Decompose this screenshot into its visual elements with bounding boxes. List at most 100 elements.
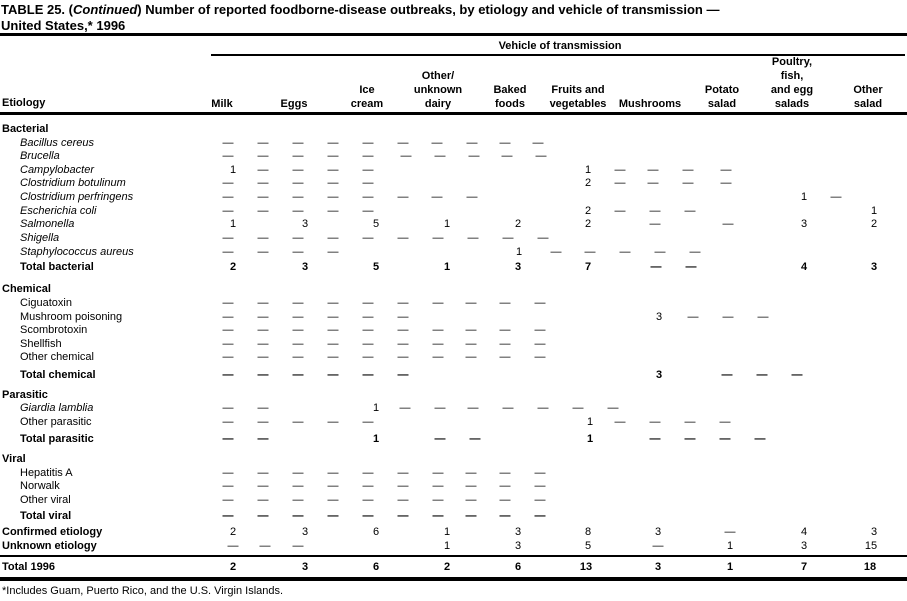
empty-cell: — [222, 480, 234, 492]
empty-cell: — [499, 297, 511, 309]
row-label: Campylobacter [20, 164, 94, 176]
empty-cell: — [722, 218, 734, 230]
value-cell: 1 [229, 218, 237, 230]
row-label: Staphylococcus aureus [20, 246, 134, 258]
empty-cell: — [687, 311, 699, 323]
value-cell: 1 [586, 416, 594, 428]
empty-cell: — [397, 467, 409, 479]
row-label: Total viral [20, 510, 72, 522]
row-label: Bacillus cereus [20, 137, 94, 149]
column-header-line: foods [495, 98, 525, 110]
empty-cell: — [397, 191, 409, 203]
empty-cell: — [434, 150, 446, 162]
empty-cell: — [468, 150, 480, 162]
value-cell: 3 [654, 526, 662, 538]
value-cell: 2 [584, 177, 592, 189]
value-cell: 6 [372, 526, 380, 538]
empty-cell: — [327, 324, 339, 336]
value-cell: 1 [372, 402, 380, 414]
row-label: Shellfish [20, 338, 62, 350]
value-cell: 3 [514, 526, 522, 538]
column-header-line: vegetables [549, 98, 607, 110]
empty-cell: — [362, 351, 374, 363]
empty-cell: — [397, 324, 409, 336]
table-row: Hepatitis A — — — — — — — — — — [0, 467, 907, 481]
value-cell: 3 [655, 369, 663, 381]
table-row: Giardia lamblia — — 1 — — — — — — — [0, 402, 907, 416]
empty-cell: — [362, 177, 374, 189]
value-cell: 4 [800, 526, 808, 538]
empty-cell: — [362, 164, 374, 176]
table-row: Brucella — — — — — — — — — — [0, 150, 907, 164]
empty-cell: — [534, 494, 546, 506]
value-cell: 2 [229, 561, 237, 573]
value-cell: 5 [584, 540, 592, 552]
empty-cell: — [292, 416, 304, 428]
empty-cell: — [649, 433, 661, 445]
empty-cell: — [720, 177, 732, 189]
title-continued: Continued [73, 2, 138, 17]
table-row: Clostridium perfringens — — — — — — — — 1 — [0, 191, 907, 205]
empty-cell: — [222, 351, 234, 363]
empty-cell: — [652, 540, 664, 552]
empty-cell: — [362, 369, 374, 381]
empty-cell: — [607, 402, 619, 414]
section-header-row: Viral [0, 453, 907, 467]
empty-cell: — [432, 494, 444, 506]
empty-cell: — [327, 177, 339, 189]
column-header-line: dairy [424, 98, 452, 110]
table-row: Shigella — — — — — — — — — — [0, 232, 907, 246]
empty-cell: — [292, 164, 304, 176]
value-cell: 3 [301, 261, 309, 273]
empty-cell: — [292, 150, 304, 162]
empty-cell: — [534, 297, 546, 309]
empty-cell: — [257, 177, 269, 189]
empty-cell: — [649, 416, 661, 428]
value-cell: 1 [584, 164, 592, 176]
empty-cell: — [432, 297, 444, 309]
header-rule [0, 112, 907, 115]
empty-cell: — [327, 150, 339, 162]
value-cell: 3 [514, 261, 522, 273]
empty-cell: — [397, 338, 409, 350]
empty-cell: — [257, 416, 269, 428]
table-row: Campylobacter 1 — — — — 1 — — — — [0, 164, 907, 178]
empty-cell: — [397, 510, 409, 522]
empty-cell: — [222, 467, 234, 479]
column-header-line: fish, [780, 70, 804, 82]
empty-cell: — [469, 433, 481, 445]
empty-cell: — [499, 480, 511, 492]
empty-cell: — [222, 246, 234, 258]
table-row: Other viral — — — — — — — — — — [0, 494, 907, 508]
row-label: Bacterial [2, 123, 49, 135]
table-row: Bacillus cereus — — — — — — — — — — [0, 137, 907, 151]
empty-cell: — [362, 205, 374, 217]
empty-cell: — [499, 467, 511, 479]
empty-cell: — [292, 246, 304, 258]
column-header: Potato salad [674, 54, 770, 111]
empty-cell: — [619, 246, 631, 258]
empty-cell: — [327, 369, 339, 381]
empty-cell: — [362, 324, 374, 336]
title-line-2: United States,* 1996 [1, 18, 126, 33]
empty-cell: — [432, 510, 444, 522]
value-cell: 1 [515, 246, 523, 258]
empty-cell: — [614, 177, 626, 189]
empty-cell: — [650, 261, 662, 273]
column-header-line: Poultry, [771, 56, 813, 68]
table-row: Staphylococcus aureus — — — — 1 — — — — — [0, 246, 907, 260]
empty-cell: — [465, 480, 477, 492]
empty-cell: — [684, 433, 696, 445]
value-cell: 1 [443, 526, 451, 538]
value-cell: 18 [863, 561, 877, 573]
empty-cell: — [257, 205, 269, 217]
empty-cell: — [400, 150, 412, 162]
empty-cell: — [684, 205, 696, 217]
value-cell: 7 [584, 261, 592, 273]
table-row: Ciguatoxin — — — — — — — — — — [0, 297, 907, 311]
column-header: Poultry, fish, and egg salads [744, 54, 840, 111]
empty-cell: — [292, 540, 304, 552]
empty-cell: — [292, 467, 304, 479]
empty-cell: — [499, 338, 511, 350]
empty-cell: — [465, 297, 477, 309]
